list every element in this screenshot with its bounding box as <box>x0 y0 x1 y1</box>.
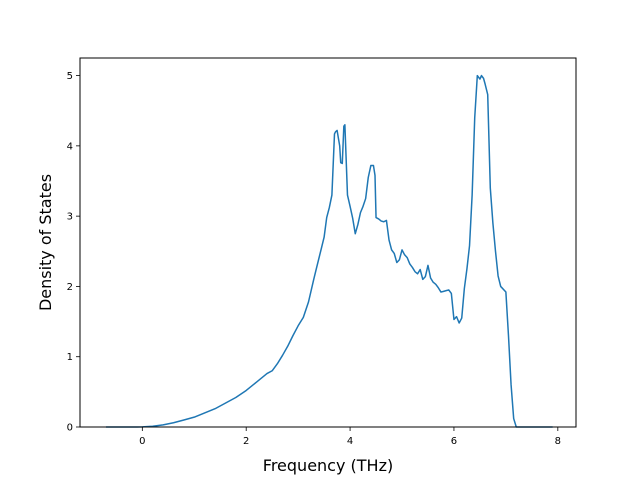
y-tick-label: 1 <box>67 352 73 363</box>
x-tick-label: 6 <box>451 436 457 447</box>
x-axis-label: Frequency (THz) <box>263 456 393 475</box>
ticks-layer: 0 2 4 6 8 0 1 2 3 4 5 <box>67 71 561 447</box>
y-tick-label: 2 <box>67 282 73 293</box>
y-tick-label: 0 <box>67 423 73 434</box>
dos-series-line <box>105 74 553 428</box>
x-tick-label: 4 <box>347 436 353 447</box>
plot-frame <box>79 57 577 428</box>
plot-layer <box>105 74 553 428</box>
x-tick-label: 2 <box>243 436 249 447</box>
x-tick-label: 0 <box>139 436 145 447</box>
y-tick-label: 4 <box>67 141 73 152</box>
y-axis-label: Density of States <box>36 174 55 311</box>
y-tick-label: 3 <box>67 212 73 223</box>
x-tick-label: 8 <box>555 436 561 447</box>
y-tick-label: 5 <box>67 71 73 82</box>
